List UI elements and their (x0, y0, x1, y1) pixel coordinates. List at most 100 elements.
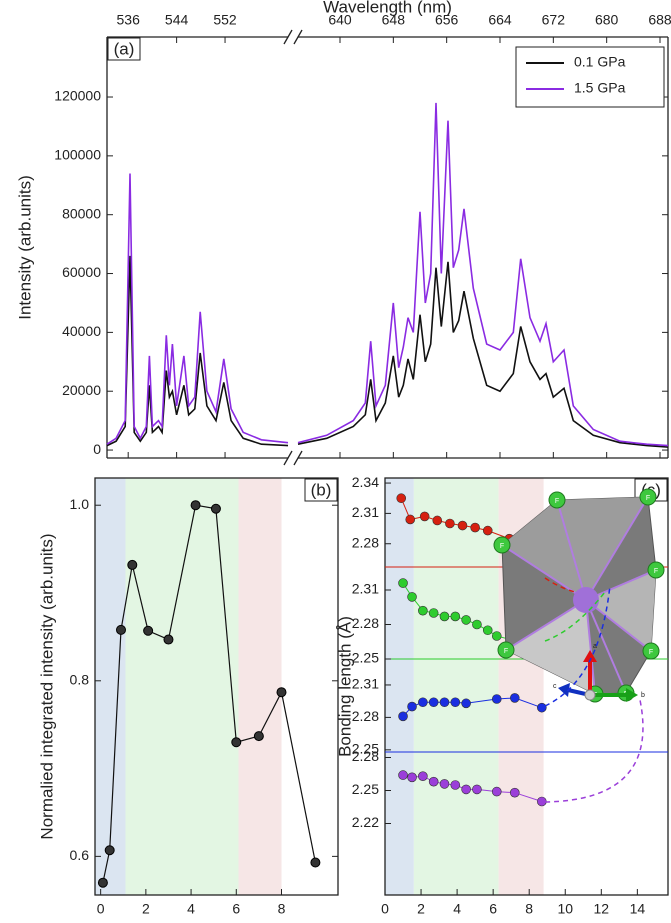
y-tick-label: 2.28 (352, 615, 379, 631)
y-tick-label: 2.31 (352, 676, 379, 692)
x-tick-label: 536 (117, 12, 141, 28)
data-point (163, 634, 174, 645)
panel-label-box (304, 478, 338, 502)
data-point (509, 693, 520, 703)
fluorine-atom (642, 642, 660, 660)
data-point (472, 784, 482, 795)
axis-label: b (641, 692, 645, 699)
panel-label: (b) (311, 480, 332, 499)
data-point (310, 857, 321, 868)
data-point (461, 698, 471, 709)
data-point (491, 694, 502, 704)
polyhedron-face (502, 497, 648, 600)
panel: 536 544 552 640 648 656 664 672 680 688 Wavelength… (15, 0, 671, 466)
data-point (537, 796, 547, 807)
atom-label: F (555, 498, 559, 505)
center-atom (573, 587, 599, 613)
atom-label: F (654, 568, 658, 575)
data-point (432, 515, 443, 526)
data-line (402, 697, 542, 717)
fluorine-atom (493, 536, 511, 554)
x-tick-label: 688 (648, 12, 671, 28)
x-tick-label: 552 (213, 12, 237, 28)
data-point (407, 701, 417, 712)
data-point (104, 845, 115, 856)
y-tick-label: 2.28 (352, 534, 379, 550)
fluorine-atom (548, 491, 566, 509)
shaded-region (413, 478, 499, 895)
x-tick-label: 8 (525, 901, 533, 917)
shaded-region (385, 478, 414, 895)
y-tick-label: 120000 (54, 88, 101, 104)
data-point (428, 776, 439, 787)
data-point (439, 697, 450, 708)
x-tick-label: 664 (488, 12, 512, 28)
y-axis-title: Bonding length (Å) (335, 616, 354, 757)
data-line (400, 498, 533, 548)
data-point (428, 697, 439, 708)
data-point (439, 779, 450, 789)
y-tick-label: 2.28 (352, 708, 379, 724)
data-point (445, 518, 455, 529)
data-point (537, 702, 547, 713)
y-tick-label: 2.28 (352, 748, 379, 764)
x-tick-label: 2 (417, 901, 425, 917)
data-point (405, 514, 416, 525)
axis-label: a (593, 643, 597, 650)
y-tick-label: 2.31 (352, 504, 379, 520)
data-point (428, 608, 439, 618)
data-point (470, 522, 480, 533)
x-tick-label: 640 (328, 12, 352, 28)
data-point (210, 503, 221, 514)
data-point (450, 611, 461, 622)
x-tick-label: 680 (595, 12, 619, 28)
data-point (143, 625, 154, 636)
x-tick-label: 14 (630, 901, 646, 917)
y-tick-label: 2.31 (352, 581, 379, 597)
x-axis-title: Wavelength (nm) (323, 0, 452, 16)
y-tick-label: 2.25 (352, 781, 379, 797)
data-point (418, 697, 428, 708)
legend-label: 1.5 GPa (574, 80, 626, 96)
x-axis-title: Pressure (GPa) (157, 920, 275, 923)
panel: 0 2 4 6 8 10 12 14 Pressure (GPa) Bonding length … (335, 474, 669, 923)
y-tick-label: 40000 (62, 323, 101, 339)
data-line (102, 504, 316, 883)
atom-label: F (646, 495, 650, 502)
plot-frame (94, 477, 339, 896)
data-point (396, 493, 407, 504)
axis-break (293, 29, 303, 45)
y-tick-label: 0.8 (70, 671, 90, 687)
fluorine-atom (497, 641, 515, 659)
x-tick-label: 10 (557, 901, 573, 917)
y-tick-label: 80000 (62, 205, 101, 221)
y-tick-label: 0.6 (70, 847, 90, 863)
panel: 0 2 4 6 8Pressure (GPa) Normalied integrated … (37, 477, 339, 923)
data-point (398, 578, 408, 588)
axis-break (283, 450, 293, 466)
y-tick-label: 2.25 (352, 741, 379, 757)
data-point (457, 520, 468, 531)
y-axis-title: Intensity (arb.units) (15, 175, 34, 320)
data-point (253, 731, 264, 742)
y-tick-label: 2.25 (352, 650, 379, 666)
crystal-structure: FFFFFFFF a b c (493, 488, 665, 803)
data-point (418, 605, 428, 616)
data-point (398, 711, 408, 722)
axes-triad: a b c (553, 643, 645, 702)
x-tick-label: 4 (453, 901, 461, 917)
data-point (418, 771, 428, 782)
data-point (439, 611, 450, 622)
x-tick-label: 656 (435, 12, 459, 28)
x-axis-title: Pressure (GPa) (467, 920, 585, 923)
data-point (127, 559, 138, 570)
data-point (472, 619, 482, 630)
atom-label: F (504, 648, 508, 655)
y-tick-label: 1.0 (70, 496, 90, 512)
data-point (461, 784, 471, 795)
shaded-region (125, 478, 239, 895)
shaded-region (95, 478, 126, 895)
data-point (231, 737, 242, 748)
data-point (491, 786, 502, 797)
axis-label: c (553, 683, 557, 690)
